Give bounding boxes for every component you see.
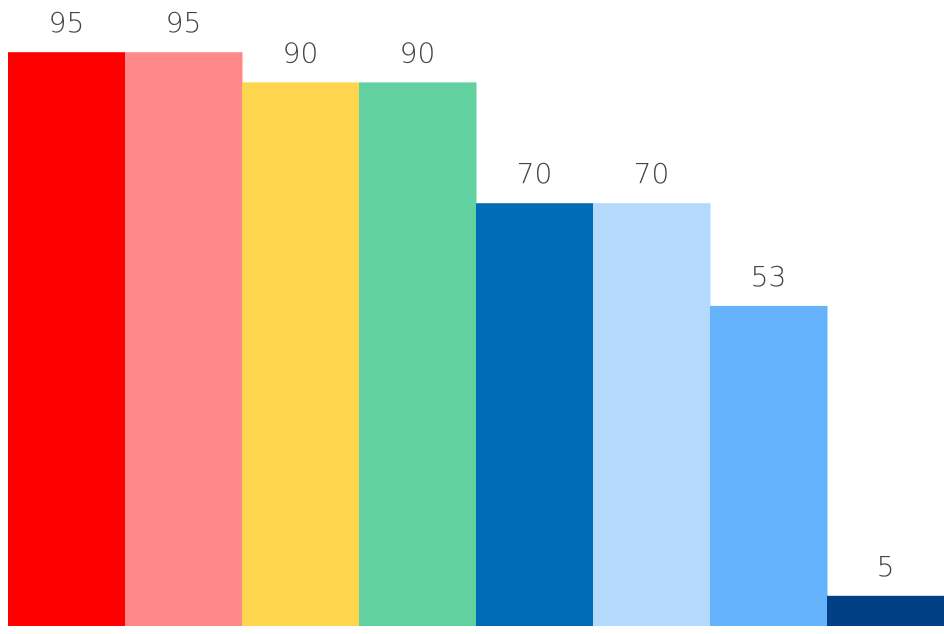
bars-group — [8, 52, 944, 626]
data-label-1: 95 — [49, 6, 85, 39]
data-label-7: 53 — [751, 260, 787, 293]
bar-3 — [242, 82, 360, 626]
bar-2 — [125, 52, 243, 626]
data-labels-group: 95 95 90 90 70 70 53 5 — [49, 6, 895, 583]
data-label-8: 5 — [877, 550, 895, 583]
bar-1 — [8, 52, 126, 626]
data-label-6: 70 — [634, 157, 670, 190]
bar-8 — [827, 595, 944, 626]
data-label-3: 90 — [283, 36, 319, 69]
bar-7 — [710, 305, 828, 626]
data-label-2: 95 — [166, 6, 202, 39]
bar-6 — [593, 203, 711, 626]
bar-5 — [476, 203, 594, 626]
data-label-5: 70 — [517, 157, 553, 190]
bar-4 — [359, 82, 477, 626]
data-label-4: 90 — [400, 36, 436, 69]
